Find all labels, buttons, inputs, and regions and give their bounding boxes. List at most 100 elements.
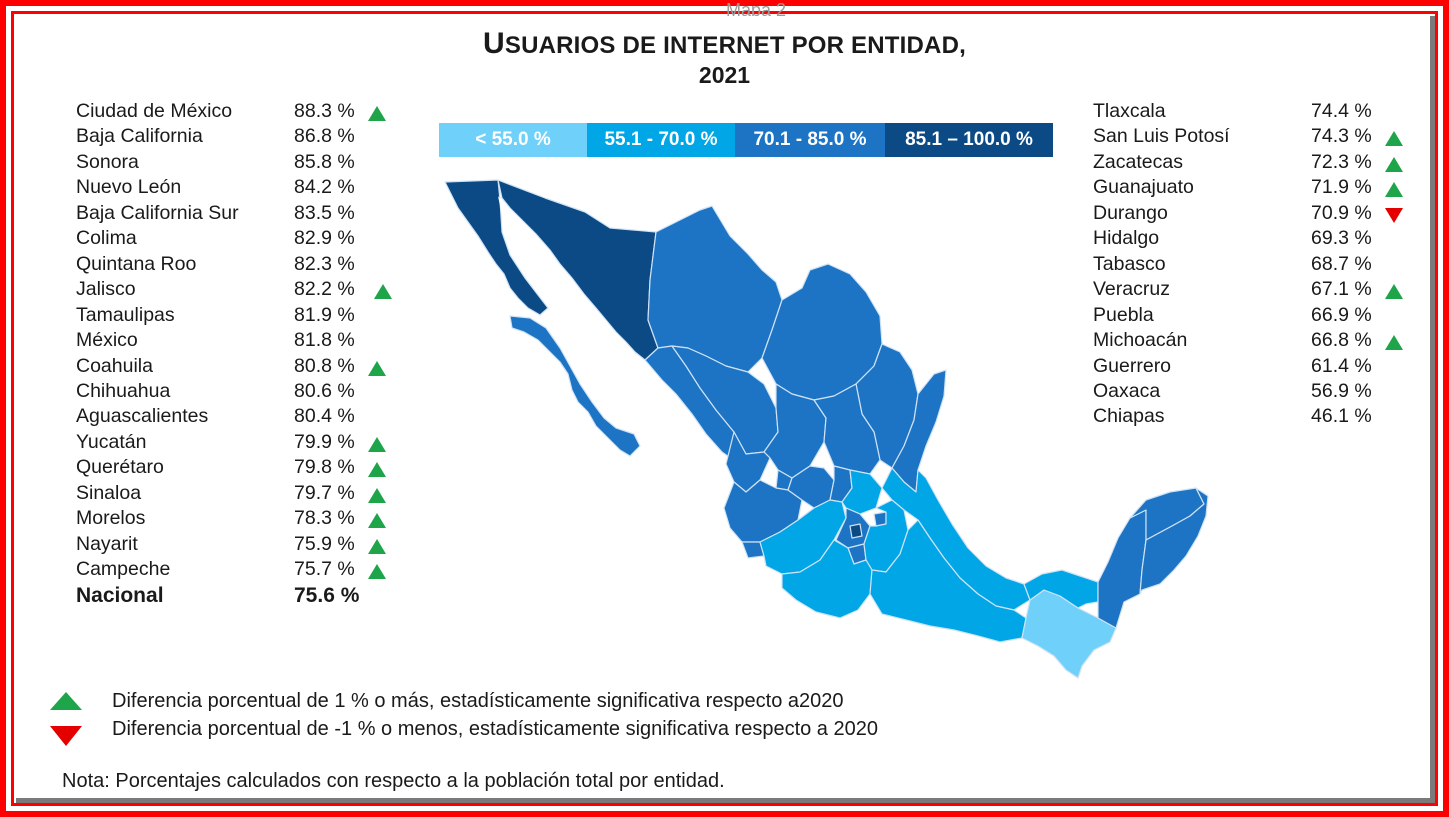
state-percentage: 84.2 % — [294, 176, 355, 199]
down-arrow-icon — [50, 726, 82, 746]
state-percentage: 79.9 % — [294, 430, 355, 453]
up-arrow-icon — [368, 487, 386, 503]
up-arrow-icon — [368, 513, 386, 529]
state-percentage: 67.1 % — [1311, 278, 1372, 301]
state-percentage: 78.3 % — [294, 507, 355, 530]
state-percentage: 68.7 % — [1311, 252, 1372, 275]
legend-range-2: 55.1 - 70.0 % — [587, 123, 735, 157]
map-baja-california — [444, 179, 549, 316]
state-percentage: 80.4 % — [294, 405, 355, 428]
state-percentage: 75.9 % — [294, 532, 355, 555]
up-arrow-icon — [50, 692, 82, 710]
map-tabasco — [1023, 569, 1099, 609]
up-arrow-icon — [368, 462, 386, 478]
up-arrow-icon — [1385, 156, 1403, 172]
footnote: Nota: Porcentajes calculados con respect… — [62, 770, 725, 792]
down-arrow-icon — [1385, 207, 1403, 223]
state-percentage: 66.9 % — [1311, 303, 1372, 326]
state-percentage: 83.5 % — [294, 201, 355, 224]
map-chihuahua — [647, 205, 783, 373]
state-percentage: 85.8 % — [294, 150, 355, 173]
state-percentage: 66.8 % — [1311, 329, 1372, 352]
inner-red-frame — [11, 11, 1438, 806]
national-label: Nacional — [76, 584, 164, 607]
state-name: Campeche — [76, 558, 171, 581]
frame-shadow-right — [1430, 16, 1438, 806]
map-campeche — [1097, 509, 1147, 629]
up-arrow-icon — [368, 106, 386, 121]
state-name: Zacatecas — [1093, 150, 1183, 173]
state-name: Hidalgo — [1093, 227, 1160, 250]
state-name: Tabasco — [1093, 252, 1166, 275]
state-name: Quintana Roo — [76, 252, 197, 275]
up-arrow-icon — [374, 284, 392, 300]
state-name: Chiapas — [1093, 405, 1165, 428]
state-name: Querétaro — [76, 456, 164, 479]
mexico-choropleth-map — [444, 179, 1209, 679]
frame-shadow-bottom — [16, 798, 1438, 806]
state-percentage: 56.9 % — [1311, 379, 1372, 402]
national-value: 75.6 % — [294, 584, 360, 607]
up-arrow-icon — [368, 564, 386, 580]
up-arrow-icon — [368, 436, 386, 452]
up-arrow-icon — [1385, 284, 1403, 300]
state-name: Oaxaca — [1093, 379, 1161, 402]
state-name: México — [76, 329, 138, 352]
state-name: Nuevo León — [76, 176, 182, 199]
state-percentage: 72.3 % — [1311, 150, 1372, 173]
key-down-text: Diferencia porcentual de -1 % o menos, e… — [112, 718, 878, 740]
state-percentage: 74.4 % — [1311, 100, 1372, 122]
up-arrow-icon — [1385, 131, 1403, 147]
up-arrow-icon — [368, 360, 386, 376]
state-percentage: 61.4 % — [1311, 354, 1372, 377]
map-quintana-roo — [1139, 487, 1209, 595]
state-percentage: 79.8 % — [294, 456, 355, 479]
state-percentage: 80.8 % — [294, 354, 355, 377]
map-san-luis-potosi — [813, 383, 881, 475]
title-initial: U — [483, 27, 505, 60]
legend-range-4: 85.1 – 100.0 % — [885, 123, 1053, 157]
map-title: USUARIOS DE INTERNET POR ENTIDAD, — [0, 27, 1449, 61]
state-name: Jalisco — [76, 278, 136, 301]
map-subtitle: 2021 — [698, 62, 751, 88]
up-arrow-icon — [368, 538, 386, 554]
state-percentage: 81.9 % — [294, 303, 355, 326]
state-percentage: 69.3 % — [1311, 227, 1372, 250]
state-name: Chihuahua — [76, 379, 171, 402]
state-name: Nayarit — [76, 532, 138, 555]
state-name: Tamaulipas — [76, 303, 175, 326]
color-legend: < 55.0 % 55.1 - 70.0 % 70.1 - 85.0 % 85.… — [439, 123, 1053, 157]
state-name: Baja California — [76, 125, 203, 148]
state-name: Guerrero — [1093, 354, 1172, 377]
state-percentage: 46.1 % — [1311, 405, 1372, 428]
legend-range-1: < 55.0 % — [439, 123, 587, 157]
map-sonora — [497, 179, 659, 361]
state-name: Durango — [1093, 201, 1168, 224]
state-name: Coahuila — [76, 354, 153, 377]
map-ciudad-de-mexico — [849, 523, 863, 539]
state-name: Morelos — [76, 507, 146, 530]
state-percentage: 82.3 % — [294, 252, 355, 275]
state-percentage: 82.2 % — [294, 278, 355, 301]
state-name: Veracruz — [1093, 278, 1170, 301]
state-name: Ciudad de México — [76, 100, 233, 122]
state-percentage: 74.3 % — [1311, 125, 1372, 148]
state-percentage: 81.8 % — [294, 329, 355, 352]
state-percentage: 75.7 % — [294, 558, 355, 581]
state-percentage: 70.9 % — [1311, 201, 1372, 224]
state-name: Puebla — [1093, 303, 1154, 326]
title-rest: SUARIOS DE INTERNET POR ENTIDAD, — [504, 32, 966, 59]
legend-range-3: 70.1 - 85.0 % — [735, 123, 885, 157]
state-name: Baja California Sur — [76, 201, 239, 224]
map-oaxaca — [869, 519, 1027, 643]
state-name: Yucatán — [76, 430, 147, 453]
map-baja-california-sur — [509, 315, 641, 457]
state-name: Guanajuato — [1093, 176, 1194, 199]
state-name: Colima — [76, 227, 137, 250]
state-percentage: 86.8 % — [294, 125, 355, 148]
up-arrow-icon — [1385, 182, 1403, 198]
state-name: Sonora — [76, 150, 139, 173]
state-name: Michoacán — [1093, 329, 1188, 352]
state-percentage: 80.6 % — [294, 379, 355, 402]
